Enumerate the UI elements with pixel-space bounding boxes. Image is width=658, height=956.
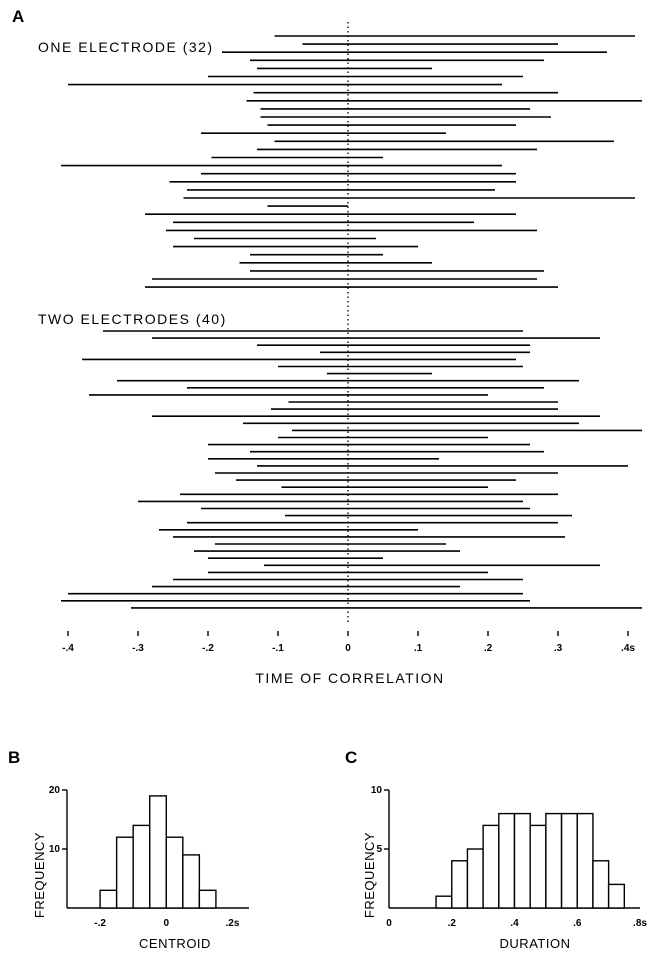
histogram-bar	[560, 812, 578, 909]
x-tick-label: 0	[386, 918, 392, 929]
histogram-bar	[451, 860, 469, 909]
x-tick-label: .4s	[621, 643, 635, 654]
x-tick-label: .2	[484, 643, 493, 654]
histogram-bar	[182, 854, 201, 909]
y-tick-label: 10	[371, 785, 383, 796]
y-tick-label: 20	[49, 785, 61, 796]
x-tick-label: .4	[510, 918, 519, 929]
panel-label-a: A	[12, 7, 24, 26]
x-tick-label: .6	[573, 918, 582, 929]
histogram-bar	[529, 824, 547, 909]
histogram-bar	[607, 883, 626, 909]
histogram-bar	[149, 795, 167, 909]
histogram-bar	[545, 812, 563, 909]
x-tick-label: .8s	[633, 918, 647, 929]
y-axis-title-b: FREQUENCY	[32, 832, 47, 918]
x-tick-label: -.2	[94, 918, 106, 929]
histogram-bar	[592, 860, 610, 909]
x-tick-label: -.2	[202, 643, 214, 654]
x-tick-label: -.4	[62, 643, 74, 654]
histogram-bar	[99, 889, 118, 909]
histogram-bar	[132, 824, 151, 909]
x-tick-label: .2s	[226, 918, 240, 929]
panel-label-b: B	[8, 748, 20, 767]
histogram-bar	[498, 812, 516, 909]
x-axis-title-b: CENTROID	[139, 936, 211, 951]
x-tick-label: .1	[414, 643, 423, 654]
x-tick-label: 0	[163, 918, 169, 929]
histogram-bar	[513, 812, 531, 909]
histogram-bar	[198, 889, 217, 909]
x-axis-ticks-a: -.4 -.3 -.2 -.1 0 .1 .2 .3 .4s	[62, 631, 635, 654]
histogram-bar	[115, 836, 134, 909]
x-tick-label: .2	[448, 918, 457, 929]
group-label-one-electrode: ONE ELECTRODE (32)	[38, 39, 214, 55]
histogram-b: 10 20 -.2 0 .2s	[49, 785, 249, 929]
histogram-bar	[435, 895, 453, 909]
histogram-c: 5 10 0 .2 .4 .6 .8s	[371, 785, 648, 929]
y-axis-title-c: FREQUENCY	[362, 832, 377, 918]
histogram-bar	[482, 824, 500, 909]
y-tick-label: 10	[49, 844, 61, 855]
interval-group-one-electrode	[61, 35, 642, 288]
x-tick-label: 0	[345, 643, 351, 654]
x-axis-title-a: TIME OF CORRELATION	[255, 670, 444, 686]
interval-group-two-electrodes	[61, 330, 642, 609]
group-label-two-electrodes: TWO ELECTRODES (40)	[38, 311, 227, 327]
histogram-bar	[576, 812, 594, 909]
x-tick-label: -.3	[132, 643, 144, 654]
x-tick-label: .3	[554, 643, 563, 654]
histogram-bar	[466, 848, 484, 909]
histogram-bar	[165, 836, 184, 909]
x-tick-label: -.1	[272, 643, 284, 654]
y-tick-label: 5	[376, 844, 382, 855]
x-axis-title-c: DURATION	[500, 936, 571, 951]
panel-label-c: C	[345, 748, 357, 767]
